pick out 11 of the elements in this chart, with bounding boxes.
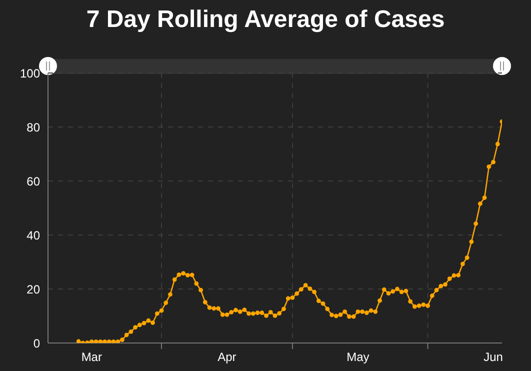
y-tick-label: 40 xyxy=(26,228,40,242)
x-tick-label: Apr xyxy=(218,350,236,364)
x-tick-label: Jun xyxy=(484,350,503,364)
x-tick-label: May xyxy=(346,350,370,364)
y-tick-label: 60 xyxy=(26,174,40,188)
x-tick-label: Mar xyxy=(81,350,102,364)
y-tick-label: 100 xyxy=(20,66,40,80)
chart-title: 7 Day Rolling Average of Cases xyxy=(85,6,446,34)
y-tick-label: 80 xyxy=(26,120,40,134)
y-tick-label: 0 xyxy=(33,336,40,350)
y-tick-label: 20 xyxy=(26,282,40,296)
